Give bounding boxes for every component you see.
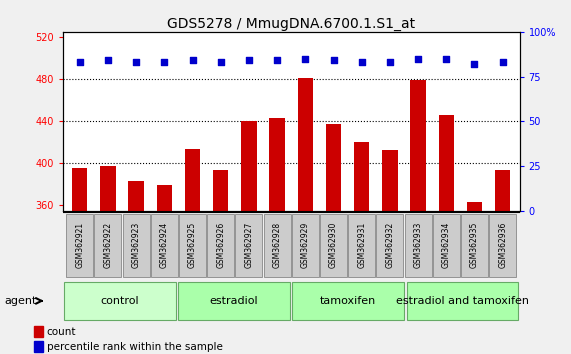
Text: agent: agent — [5, 296, 37, 306]
Bar — [178, 282, 290, 320]
Text: estradiol and tamoxifen: estradiol and tamoxifen — [396, 296, 529, 306]
Bar — [151, 214, 178, 276]
Bar — [156, 185, 172, 354]
Point — [329, 58, 338, 63]
Text: GSM362925: GSM362925 — [188, 222, 197, 268]
Bar — [439, 115, 454, 354]
Point — [188, 58, 197, 63]
Bar — [34, 326, 43, 337]
Point — [131, 59, 140, 65]
Point — [272, 58, 282, 63]
Bar — [411, 80, 426, 354]
Bar — [34, 341, 43, 353]
Bar — [297, 78, 313, 354]
Text: GSM362921: GSM362921 — [75, 222, 85, 268]
Bar — [66, 214, 93, 276]
Text: GSM362930: GSM362930 — [329, 222, 338, 268]
Text: control: control — [100, 296, 139, 306]
Text: tamoxifen: tamoxifen — [320, 296, 376, 306]
Text: GSM362924: GSM362924 — [160, 222, 169, 268]
Bar — [179, 214, 206, 276]
Bar — [100, 166, 116, 354]
Bar — [433, 214, 460, 276]
Bar — [325, 124, 341, 354]
Bar — [407, 282, 518, 320]
Point — [160, 59, 169, 65]
Point — [498, 59, 507, 65]
Point — [413, 56, 423, 62]
Bar — [241, 121, 257, 354]
Bar — [123, 214, 150, 276]
Bar — [320, 214, 347, 276]
Text: GSM362936: GSM362936 — [498, 222, 507, 268]
Text: GSM362929: GSM362929 — [301, 222, 310, 268]
Text: count: count — [47, 327, 76, 337]
Text: estradiol: estradiol — [210, 296, 259, 306]
Bar — [489, 214, 516, 276]
Bar — [64, 282, 176, 320]
Bar — [382, 150, 397, 354]
Text: percentile rank within the sample: percentile rank within the sample — [47, 342, 223, 352]
Bar — [128, 181, 144, 354]
Point — [103, 58, 112, 63]
Title: GDS5278 / MmugDNA.6700.1.S1_at: GDS5278 / MmugDNA.6700.1.S1_at — [167, 17, 415, 31]
Text: GSM362931: GSM362931 — [357, 222, 366, 268]
Bar — [292, 214, 319, 276]
Bar — [270, 118, 285, 354]
Point — [301, 56, 310, 62]
Bar — [264, 214, 291, 276]
Text: GSM362922: GSM362922 — [103, 222, 112, 268]
Bar — [405, 214, 432, 276]
Text: GSM362928: GSM362928 — [272, 222, 282, 268]
Bar — [185, 149, 200, 354]
Bar — [292, 282, 404, 320]
Text: GSM362923: GSM362923 — [132, 222, 140, 268]
Text: GSM362935: GSM362935 — [470, 222, 479, 268]
Bar — [467, 202, 482, 354]
Bar — [376, 214, 404, 276]
Bar — [495, 170, 510, 354]
Point — [357, 59, 366, 65]
Point — [442, 56, 451, 62]
Point — [216, 59, 226, 65]
Point — [75, 59, 85, 65]
Point — [244, 58, 254, 63]
Bar — [94, 214, 122, 276]
Text: GSM362932: GSM362932 — [385, 222, 395, 268]
Text: GSM362927: GSM362927 — [244, 222, 254, 268]
Bar — [72, 167, 87, 354]
Bar — [348, 214, 375, 276]
Bar — [213, 170, 228, 354]
Bar — [461, 214, 488, 276]
Bar — [235, 214, 263, 276]
Point — [385, 59, 395, 65]
Text: GSM362934: GSM362934 — [442, 222, 451, 268]
Text: GSM362933: GSM362933 — [413, 222, 423, 268]
Bar — [354, 142, 369, 354]
Point — [470, 61, 479, 67]
Text: GSM362926: GSM362926 — [216, 222, 225, 268]
Bar — [207, 214, 234, 276]
